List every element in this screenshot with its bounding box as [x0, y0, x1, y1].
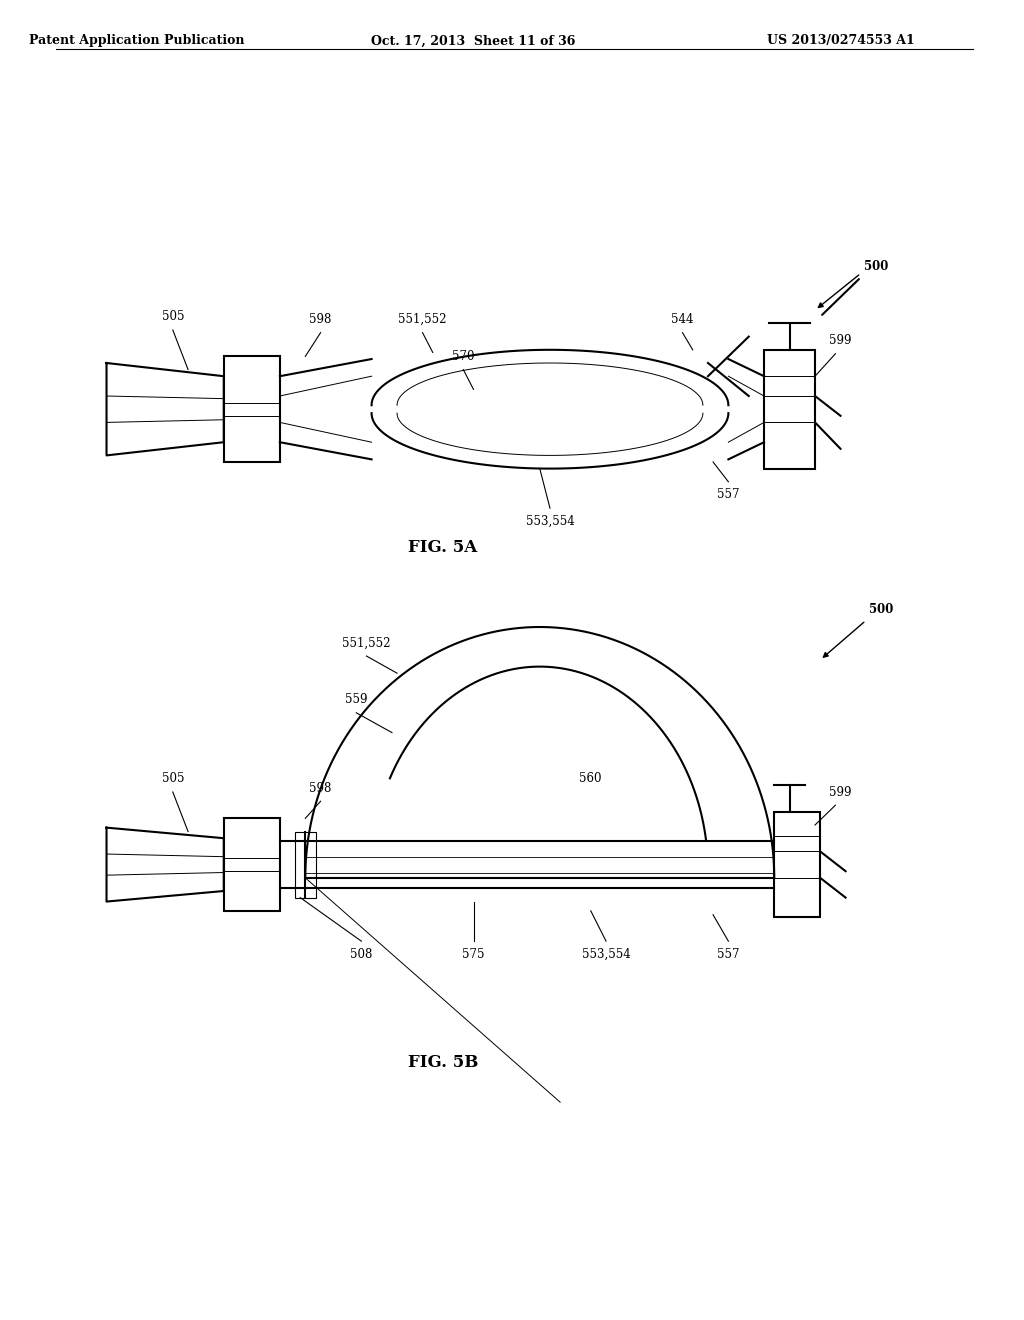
Text: 500: 500 — [869, 603, 894, 616]
Text: 508: 508 — [350, 948, 373, 961]
Text: 599: 599 — [829, 785, 852, 799]
Text: 505: 505 — [162, 310, 184, 323]
Text: 557: 557 — [717, 948, 739, 961]
Text: 598: 598 — [309, 781, 332, 795]
Text: 553,554: 553,554 — [525, 515, 574, 528]
Text: 559: 559 — [345, 693, 368, 706]
Text: 553,554: 553,554 — [582, 948, 631, 961]
Text: 570: 570 — [452, 350, 474, 363]
Text: Oct. 17, 2013  Sheet 11 of 36: Oct. 17, 2013 Sheet 11 of 36 — [372, 34, 575, 48]
Text: 575: 575 — [462, 948, 484, 961]
Text: FIG. 5B: FIG. 5B — [408, 1055, 478, 1071]
Text: 551,552: 551,552 — [398, 313, 446, 326]
Text: 505: 505 — [162, 772, 184, 785]
Text: 544: 544 — [672, 313, 693, 326]
Text: 598: 598 — [309, 313, 332, 326]
Text: 500: 500 — [864, 260, 889, 273]
Bar — [224, 818, 280, 911]
Bar — [764, 350, 815, 469]
Text: FIG. 5A: FIG. 5A — [409, 540, 477, 556]
Text: 557: 557 — [717, 488, 739, 502]
Text: US 2013/0274553 A1: US 2013/0274553 A1 — [767, 34, 914, 48]
Text: 560: 560 — [580, 772, 602, 785]
Bar — [774, 812, 820, 917]
Text: Patent Application Publication: Patent Application Publication — [30, 34, 245, 48]
Text: 599: 599 — [829, 334, 852, 347]
Bar — [295, 832, 315, 898]
Bar — [224, 356, 280, 462]
Text: 551,552: 551,552 — [342, 636, 391, 649]
